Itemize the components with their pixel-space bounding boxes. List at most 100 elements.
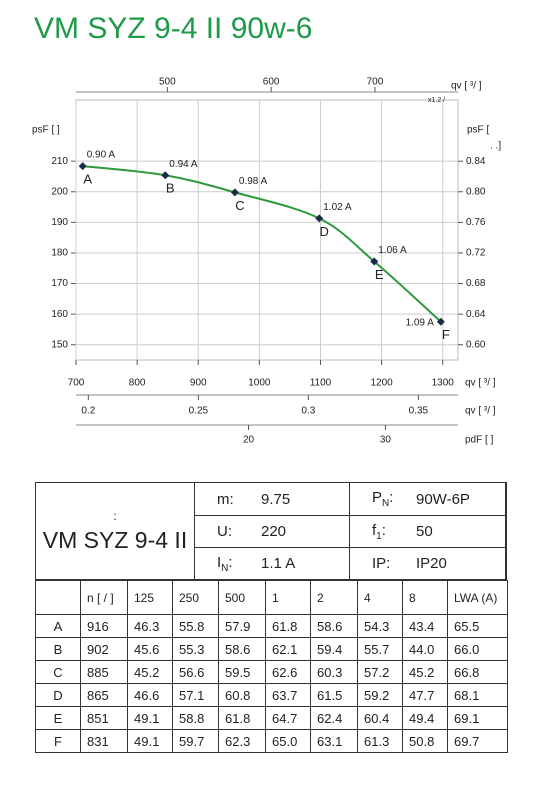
current-label: 1.09 A [406, 317, 435, 328]
x-tick-label: 1100 [310, 378, 332, 389]
point-label: B [166, 181, 175, 196]
header-cell: 1 [265, 580, 311, 615]
cell: F [35, 729, 81, 753]
spec-label: IN: [217, 554, 261, 574]
label-sub: N [382, 498, 390, 509]
spec-label: IP: [372, 555, 416, 572]
cell: 57.2 [357, 660, 403, 684]
label-tail: : [228, 553, 233, 571]
current-label: 0.90 A [87, 150, 116, 161]
noise-table: n [ / ] 125 250 500 1 2 4 8 LWA (A) A 916 46.3 55.8 5… [35, 580, 508, 753]
curve [82, 165, 442, 323]
cell: 56.6 [172, 660, 219, 684]
cell: 60.8 [218, 683, 266, 707]
cell: 58.8 [172, 706, 219, 730]
cell: 69.7 [447, 729, 508, 753]
label-text: IP: [372, 555, 391, 572]
label-text: f [372, 521, 377, 539]
x-tick-label: 900 [190, 378, 207, 389]
current-label: 1.02 A [323, 202, 352, 213]
spec-cell: f1: 50 [350, 516, 506, 548]
label-text: I [217, 553, 222, 571]
tick-label: 500 [159, 77, 176, 88]
spec-label: PN: [372, 489, 416, 509]
product-name: VM SYZ 9-4 II [42, 526, 188, 553]
y2-tick-label: 0.68 [466, 278, 486, 289]
cell: 58.6 [218, 637, 266, 661]
data-row: B 902 45.6 55.3 58.6 62.1 59.4 55.7 44.0 66.0 [35, 637, 508, 661]
axis-label: pdF [ ] [465, 435, 494, 446]
cell: 865 [80, 683, 128, 707]
cell: 45.2 [127, 660, 173, 684]
spec-value: 9.75 [261, 490, 291, 508]
cell: 57.9 [218, 614, 266, 638]
current-label: 1.06 A [378, 245, 407, 256]
cell: 45.6 [127, 637, 173, 661]
y-tick-label: 160 [51, 309, 68, 320]
tick-label: 30 [380, 435, 392, 446]
cell: 57.1 [172, 683, 219, 707]
point [230, 188, 239, 197]
data-row: A 916 46.3 55.8 57.9 61.8 58.6 54.3 43.4 65.5 [35, 614, 508, 638]
cell: 66.8 [447, 660, 508, 684]
spec-label: f1: [372, 522, 416, 542]
point [161, 171, 170, 180]
x-tick-label: 700 [68, 378, 85, 389]
y2-tick-label: 0.72 [466, 248, 486, 259]
header-row: n [ / ] 125 250 500 1 2 4 8 LWA (A) [35, 580, 508, 615]
cell: 65.5 [447, 614, 508, 638]
data-row: C 885 45.2 56.6 59.5 62.6 60.3 57.2 45.2 66.8 [35, 660, 508, 684]
label-text: P [372, 489, 383, 506]
point-label: F [442, 327, 450, 342]
label-tail: : [381, 521, 386, 539]
point [315, 214, 324, 223]
data-row: E 851 49.1 58.8 61.8 64.7 62.4 60.4 49.4 69.1 [35, 706, 508, 730]
chart: 210 200 190 180 170 160 150 0.84 0.80 0.76 0.72 0.6… [32, 77, 501, 446]
cell: 68.1 [447, 683, 508, 707]
point-label: A [83, 172, 92, 187]
colon: : [113, 508, 117, 523]
tick-label: 600 [263, 77, 280, 88]
header-cell: 8 [402, 580, 448, 615]
cell: 59.4 [310, 637, 358, 661]
point [370, 257, 379, 266]
cell: 61.8 [265, 614, 311, 638]
cell: 69.1 [447, 706, 508, 730]
label-text: U: [217, 523, 232, 540]
cell: 49.1 [127, 729, 173, 753]
cell: 49.1 [127, 706, 173, 730]
y2-tick-label: 0.60 [466, 339, 486, 350]
cell: A [35, 614, 81, 638]
cell: 47.7 [402, 683, 448, 707]
header-cell: 500 [218, 580, 266, 615]
y-tick-label: 150 [51, 339, 68, 350]
tick-label: 700 [367, 77, 384, 88]
header-cell: 250 [172, 580, 219, 615]
tick-label: 0.2 [81, 406, 95, 417]
label-text: m: [217, 490, 234, 508]
point-label: D [320, 224, 329, 239]
spec-value: 1.1 A [261, 555, 296, 572]
cell: 62.1 [265, 637, 311, 661]
y-tick-label: 180 [51, 248, 68, 259]
spec-label: U: [217, 523, 261, 540]
data-row: F 831 49.1 59.7 62.3 65.0 63.1 61.3 50.8 69.7 [35, 729, 508, 753]
header-cell: 125 [127, 580, 173, 615]
name-cell: : VM SYZ 9-4 II [36, 483, 195, 580]
cell: C [35, 660, 81, 684]
y2-tick-label: 0.64 [466, 309, 486, 320]
y-tick-label: 200 [51, 186, 68, 197]
cell: 66.0 [447, 637, 508, 661]
cell: 55.3 [172, 637, 219, 661]
cell: 59.5 [218, 660, 266, 684]
cell: 46.6 [127, 683, 173, 707]
spec-cell: m: 9.75 [195, 483, 350, 516]
cell: 63.7 [265, 683, 311, 707]
axis-label: psF [ [467, 125, 489, 136]
tick-label: 0.3 [301, 406, 315, 417]
header-cell: 4 [357, 580, 403, 615]
cell: 61.5 [310, 683, 358, 707]
point-label: C [235, 198, 244, 213]
x-tick-label: 1000 [248, 378, 271, 389]
